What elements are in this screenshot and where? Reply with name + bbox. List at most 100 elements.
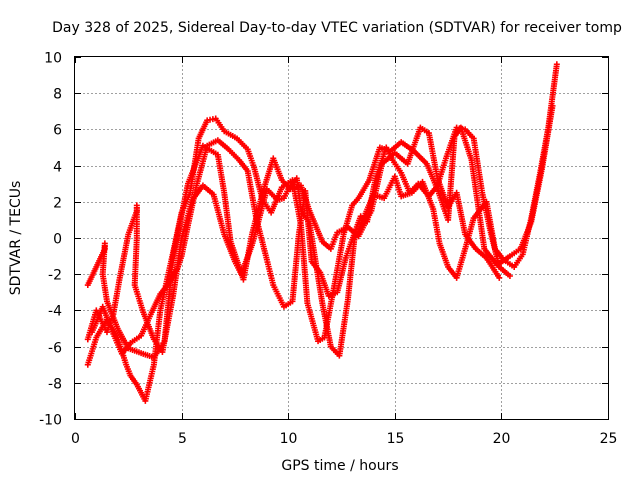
data-segment: [99, 242, 108, 276]
data-segment: [327, 290, 339, 299]
data-segment: [271, 157, 284, 181]
data-segment: [408, 182, 420, 194]
x-tick-label: 5: [178, 431, 187, 447]
data-segment: [206, 138, 219, 148]
data-segment: [356, 179, 372, 200]
data-segment: [194, 144, 210, 187]
data-segment: [454, 191, 468, 236]
data-segment: [158, 282, 171, 296]
data-segment: [474, 247, 488, 260]
data-segment: [117, 233, 131, 279]
data-segment: [419, 125, 430, 135]
data-segment: [456, 125, 466, 132]
data-segment: [100, 305, 116, 335]
data-segment: [498, 265, 512, 278]
data-segment: [196, 119, 210, 140]
data-segment: [345, 239, 358, 301]
data-segment: [435, 157, 449, 187]
data-segment: [215, 153, 227, 194]
y-tick-label: 8: [53, 87, 62, 103]
data-segment: [89, 305, 105, 334]
data-segment: [319, 302, 334, 348]
data-segment: [537, 126, 551, 176]
data-segment: [223, 129, 238, 141]
data-segment: [283, 299, 294, 309]
data-segment: [462, 217, 477, 250]
data-segment: [253, 217, 270, 261]
data-segment: [221, 191, 234, 243]
y-tick-label: -8: [48, 377, 62, 393]
chart-title: Day 328 of 2025, Sidereal Day-to-day VTE…: [52, 20, 622, 36]
data-segment: [129, 334, 142, 345]
y-tick-label: 4: [53, 160, 62, 176]
data-segment: [479, 191, 494, 234]
data-segment: [251, 166, 266, 201]
data-segment: [426, 132, 441, 180]
data-segment: [120, 341, 133, 356]
data-segment: [280, 178, 294, 189]
data-segment: [159, 295, 176, 353]
data-segment: [207, 116, 216, 123]
data-segment: [167, 267, 180, 285]
data-segment: [427, 184, 440, 198]
y-tick-label: -6: [48, 341, 62, 357]
data-segment: [245, 170, 259, 219]
data-segment: [437, 242, 451, 268]
data-segment: [391, 159, 403, 174]
data-segment: [237, 158, 250, 173]
y-tick-label: 10: [44, 51, 62, 67]
data-segment: [389, 140, 403, 153]
data-segment: [149, 293, 163, 314]
data-segment: [211, 193, 227, 236]
data-point: [496, 274, 503, 281]
data-segment: [302, 190, 315, 263]
data-segment: [366, 146, 383, 181]
data-segment: [276, 195, 285, 203]
data-segment: [265, 187, 279, 202]
data-segment: [85, 265, 99, 287]
x-tick-label: 25: [600, 431, 618, 447]
data-segment: [443, 126, 459, 160]
data-segment: [341, 204, 355, 236]
data-segment: [132, 284, 146, 313]
data-segment: [185, 184, 200, 227]
x-tick-label: 15: [387, 431, 405, 447]
data-segment: [139, 311, 154, 337]
data-series-track-4: [89, 124, 513, 357]
data-segment: [430, 208, 443, 245]
data-segment: [512, 253, 525, 268]
data-segment: [502, 258, 516, 269]
data-segment: [216, 138, 230, 151]
data-segment: [350, 196, 360, 207]
y-tick-label: 6: [53, 123, 62, 139]
data-segment: [222, 233, 238, 263]
data-segment: [85, 336, 99, 366]
data-segment: [364, 177, 379, 223]
data-segment: [179, 224, 191, 257]
data-segment: [384, 146, 395, 162]
y-axis-label: SDTVAR / TECUs: [8, 181, 24, 296]
data-segment: [484, 256, 501, 279]
data-segment: [334, 257, 349, 294]
data-segment: [310, 260, 322, 274]
data-segment: [170, 211, 185, 254]
data-segment: [271, 284, 286, 308]
data-segment: [317, 271, 331, 297]
x-tick-label: 0: [71, 431, 80, 447]
data-segment: [235, 137, 249, 151]
data-segment: [545, 63, 560, 129]
x-tick-label: 20: [493, 431, 511, 447]
data-segment: [239, 244, 255, 276]
data-segment: [179, 191, 193, 214]
data-segment: [131, 237, 140, 286]
x-axis-label: GPS time / hours: [281, 458, 398, 474]
data-segment: [282, 188, 291, 199]
data-segment: [307, 209, 325, 243]
data-point: [553, 61, 560, 68]
data-segment: [124, 363, 133, 377]
data-point: [506, 273, 513, 280]
data-segment: [264, 259, 276, 286]
data-segment: [373, 146, 389, 180]
data-segment: [305, 302, 321, 342]
